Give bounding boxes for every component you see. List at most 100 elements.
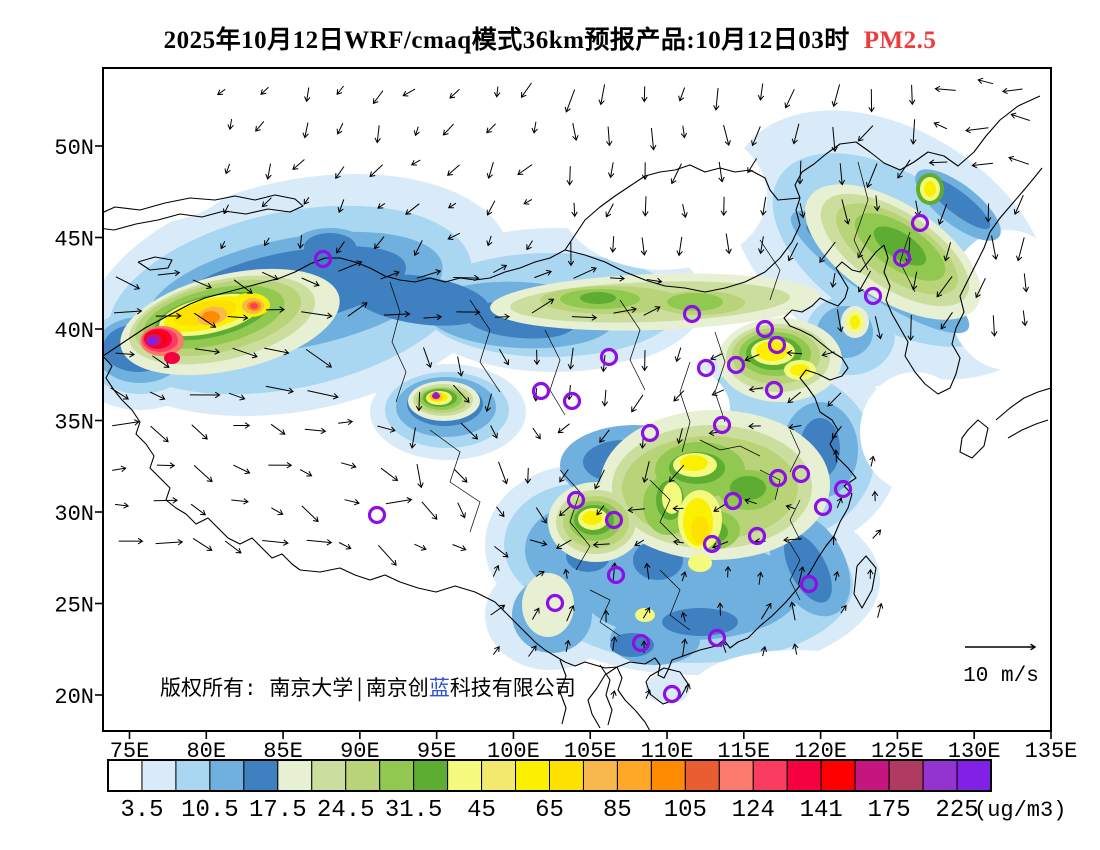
wind-arrow	[599, 429, 610, 444]
wind-arrow	[646, 277, 663, 285]
wind-arrow	[486, 123, 496, 134]
wind-arrow	[608, 162, 615, 179]
wind-arrow	[374, 125, 381, 144]
colorbar-segment	[515, 759, 550, 792]
city-marker	[640, 423, 660, 443]
colorbar-segment	[243, 759, 279, 792]
wind-arrow	[149, 391, 166, 401]
wind-arrow	[494, 313, 511, 321]
wind-arrow	[831, 425, 842, 439]
wind-arrow	[486, 200, 496, 216]
wind-arrow	[302, 122, 309, 139]
wind-arrow	[413, 240, 423, 257]
colorbar-segment	[345, 759, 381, 792]
wind-arrow	[594, 469, 605, 490]
wind-arrow	[868, 89, 875, 113]
wind-arrow	[380, 270, 400, 280]
wind-arrow	[787, 242, 799, 262]
wind-arrow	[155, 312, 182, 320]
province-border-path	[429, 429, 481, 533]
colorbar-tick-label: 141	[800, 797, 843, 824]
wind-arrow	[975, 277, 986, 299]
wind-arrow	[231, 498, 249, 505]
colorbar-segment	[549, 759, 584, 792]
wind-arrow	[304, 427, 327, 435]
wind-arrow	[871, 490, 879, 502]
wind-arrow	[264, 347, 290, 356]
pm25-field-blob	[580, 292, 616, 304]
wind-arrow	[493, 86, 501, 98]
wind-arrow	[641, 350, 648, 372]
wind-arrow	[457, 502, 466, 519]
wind-arrow	[369, 164, 384, 178]
wind-arrow	[402, 88, 416, 97]
wind-arrow	[1013, 194, 1024, 215]
colorbar-segment	[175, 759, 211, 792]
coastline-path	[616, 244, 885, 679]
pm25-field-blob	[350, 274, 490, 326]
wind-arrow	[304, 87, 311, 103]
wind-arrow	[751, 126, 761, 147]
province-border-path	[699, 439, 761, 457]
province-border-path	[714, 331, 726, 423]
city-marker	[696, 358, 716, 378]
pm25-field-blob	[790, 364, 810, 376]
wind-arrow	[821, 351, 835, 358]
wind-arrow	[233, 464, 251, 475]
wind-arrow	[340, 462, 357, 469]
wind-arrow	[223, 204, 229, 215]
province-border-path	[389, 281, 407, 403]
wind-arrow	[744, 354, 760, 362]
wind-arrow	[627, 506, 645, 514]
wind-arrow	[301, 277, 320, 287]
pm25-field-blob	[662, 608, 738, 636]
wind-arrow	[531, 121, 538, 134]
city-marker	[606, 565, 626, 585]
province-border-path	[589, 589, 621, 637]
city-marker	[631, 633, 651, 653]
wind-arrow	[791, 123, 800, 145]
wind-arrow	[194, 348, 221, 355]
wind-arrow	[447, 232, 461, 240]
wind-arrow	[217, 88, 226, 96]
pm25-field-blob	[250, 303, 258, 309]
coastline-path	[299, 567, 496, 603]
province-border-path	[853, 161, 869, 271]
wind-arrow	[157, 269, 181, 277]
wind-arrow	[897, 159, 911, 179]
wind-arrow	[338, 418, 354, 426]
wind-arrow	[380, 467, 399, 482]
colorbar-segment	[956, 759, 992, 792]
coastline-path	[587, 666, 618, 729]
wind-arrow	[819, 241, 836, 263]
wind-arrow	[830, 535, 837, 546]
wind-arrow	[747, 158, 758, 174]
city-marker	[768, 468, 788, 488]
wind-arrow	[610, 635, 618, 652]
wind-arrow	[792, 643, 799, 655]
wind-arrow	[684, 683, 691, 693]
wind-vector-layer	[110, 77, 1030, 699]
wind-arrow	[866, 163, 878, 189]
colorbar-segment	[277, 759, 313, 792]
city-marker	[682, 304, 702, 324]
wind-arrow	[228, 392, 246, 401]
colorbar-segment	[820, 759, 856, 792]
wind-arrow	[965, 126, 989, 134]
wind-arrow	[336, 85, 344, 96]
colorbar-tick-label: 24.5	[317, 797, 375, 824]
coastline-path	[494, 601, 618, 669]
wind-arrow	[336, 122, 344, 135]
colorbar-tick-label: 45	[467, 797, 496, 824]
wind-arrow	[789, 601, 796, 621]
wind-arrow	[838, 163, 846, 186]
wind-arrow	[484, 393, 492, 413]
wind-arrow	[156, 462, 176, 469]
wind-arrow	[744, 498, 757, 505]
wind-arrow	[937, 203, 948, 225]
wind-arrow	[490, 425, 498, 439]
wind-arrow	[297, 234, 304, 250]
city-marker	[726, 355, 746, 375]
colorbar-segment	[854, 759, 890, 792]
colorbar-segment	[650, 759, 686, 792]
